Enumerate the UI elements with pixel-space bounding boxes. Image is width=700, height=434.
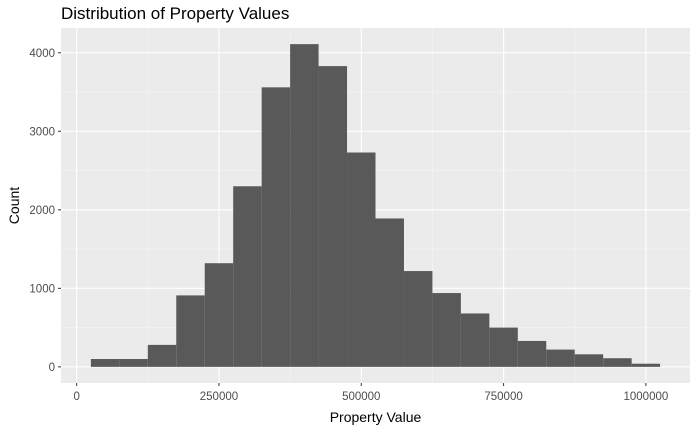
y-tick-label: 3000 [29, 126, 55, 138]
histogram-bar [233, 186, 262, 367]
x-axis-title: Property Value [330, 409, 422, 425]
histogram-bar [631, 363, 661, 367]
x-tick-label: 500000 [342, 391, 380, 403]
x-tick-label: 750000 [484, 391, 522, 403]
x-tick-label: 0 [73, 391, 79, 403]
histogram-bar [147, 344, 177, 367]
x-tick-label: 1000000 [623, 391, 668, 403]
histogram-bar [403, 271, 433, 367]
histogram-bar [375, 218, 404, 367]
histogram-bar [432, 293, 461, 367]
histogram-bar [347, 152, 376, 367]
x-axis-tick-labels: 0 250000 500000 750000 1000000 [73, 391, 668, 403]
chart-title: Distribution of Property Values [61, 4, 290, 23]
histogram-bar [489, 327, 518, 367]
histogram-bar [517, 340, 547, 367]
axis-ticks [58, 52, 647, 386]
histogram-bar [90, 359, 120, 367]
histogram-bar [603, 358, 632, 367]
histogram-bar [176, 295, 205, 367]
y-tick-label: 1000 [29, 283, 55, 295]
histogram-bar [290, 44, 319, 367]
histogram-bars [90, 44, 661, 367]
y-axis-title: Count [6, 187, 22, 224]
y-tick-label: 4000 [29, 48, 55, 60]
y-tick-label: 0 [49, 362, 55, 374]
x-tick-label: 250000 [200, 391, 238, 403]
histogram-bar [119, 359, 148, 367]
histogram-bar [574, 354, 604, 367]
y-axis-tick-labels: 0 1000 2000 3000 4000 [29, 48, 55, 374]
histogram-bar [460, 313, 490, 367]
histogram-bar [546, 349, 575, 367]
histogram-bar [204, 263, 234, 367]
histogram-bar [318, 66, 348, 367]
histogram-bar [261, 87, 291, 367]
y-tick-label: 2000 [29, 205, 55, 217]
